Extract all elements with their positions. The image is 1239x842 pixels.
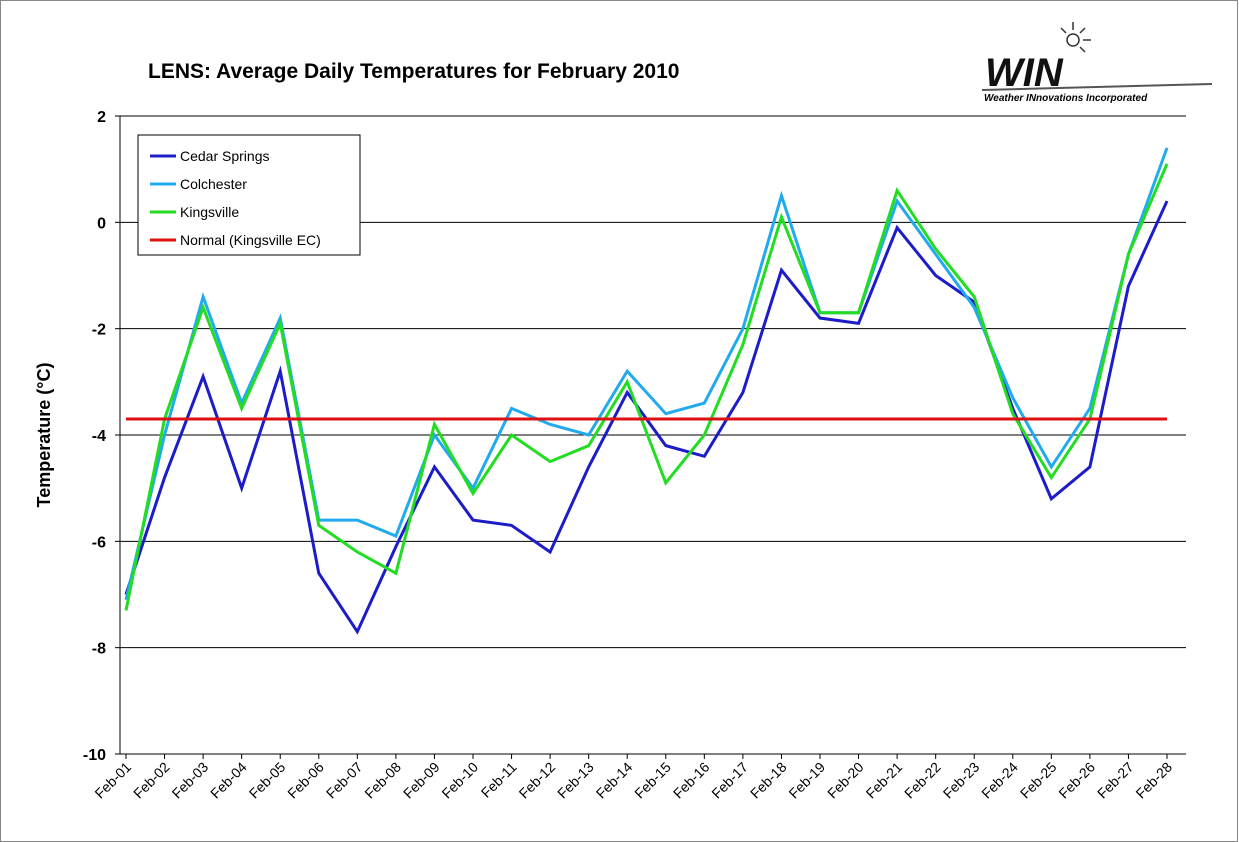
y-tick-label: -6 <box>92 534 106 551</box>
y-axis-label: Temperature (°C) <box>34 363 54 508</box>
series-line <box>124 163 1169 611</box>
legend-label: Cedar Springs <box>180 148 270 164</box>
y-tick-label: 2 <box>97 109 106 126</box>
y-tick-label: -2 <box>92 322 106 339</box>
y-tick-label: 0 <box>97 215 106 232</box>
logo-subtitle: Weather INnovations Incorporated <box>984 93 1148 104</box>
y-tick-label: -4 <box>92 428 106 445</box>
legend-label: Colchester <box>180 176 247 192</box>
chart-title: LENS: Average Daily Temperatures for Feb… <box>148 60 679 83</box>
legend-label: Kingsville <box>180 204 239 220</box>
logo-rule <box>981 83 1213 91</box>
legend-label: Normal (Kingsville EC) <box>180 232 321 248</box>
logo-sun <box>1060 22 1091 53</box>
y-tick-label: -8 <box>92 641 106 658</box>
legend: Cedar Springs Colchester Kingsville Normal … <box>137 134 361 256</box>
y-tick-label: -10 <box>83 747 106 764</box>
